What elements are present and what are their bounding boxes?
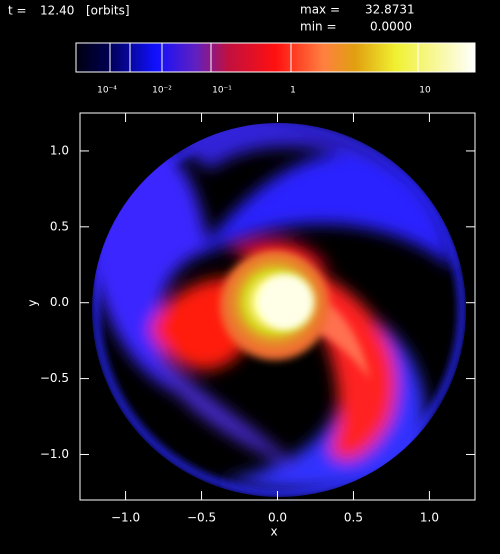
x-tick-label: −0.5 — [187, 511, 216, 525]
x-tick-label: 1.0 — [420, 511, 439, 525]
colorbar — [75, 42, 476, 73]
x-tick-label: 0.5 — [344, 511, 363, 525]
colorbar-label: 10⁻⁴ — [97, 86, 117, 96]
colorbar-labels: 10⁻⁴ 10⁻² 10⁻¹ 1 10 — [97, 86, 431, 96]
axes: −1.0 −0.5 0.0 0.5 1.0 −1.0 −0.5 0.0 0.5 1.0 — [40, 113, 475, 525]
colorbar-lines — [109, 43, 419, 72]
colorbar-label: 10⁻¹ — [212, 86, 232, 96]
max-value: 32.8731 — [365, 3, 415, 17]
y-axis-label: y — [26, 299, 40, 306]
y-tick-label: 1.0 — [50, 143, 69, 157]
y-tick-label: −1.0 — [40, 447, 69, 461]
x-tick-label: 0.0 — [268, 511, 287, 525]
min-label: min = — [300, 20, 337, 34]
y-tick-label: 0.0 — [50, 295, 69, 309]
x-axis-label: x — [270, 525, 277, 539]
time-label: t = — [8, 4, 27, 18]
colorbar-label: 10 — [419, 86, 431, 96]
y-tick-label: 0.5 — [50, 219, 69, 233]
time-value: 12.40 — [40, 4, 74, 18]
min-value: 0.0000 — [370, 20, 412, 34]
time-unit: [orbits] — [86, 4, 130, 18]
x-tick-label: −1.0 — [111, 511, 140, 525]
colorbar-label: 10⁻² — [152, 86, 172, 96]
colorbar-label: 1 — [290, 86, 296, 96]
density-image — [92, 123, 466, 497]
y-tick-label: −0.5 — [40, 371, 69, 385]
max-label: max = — [300, 3, 340, 17]
